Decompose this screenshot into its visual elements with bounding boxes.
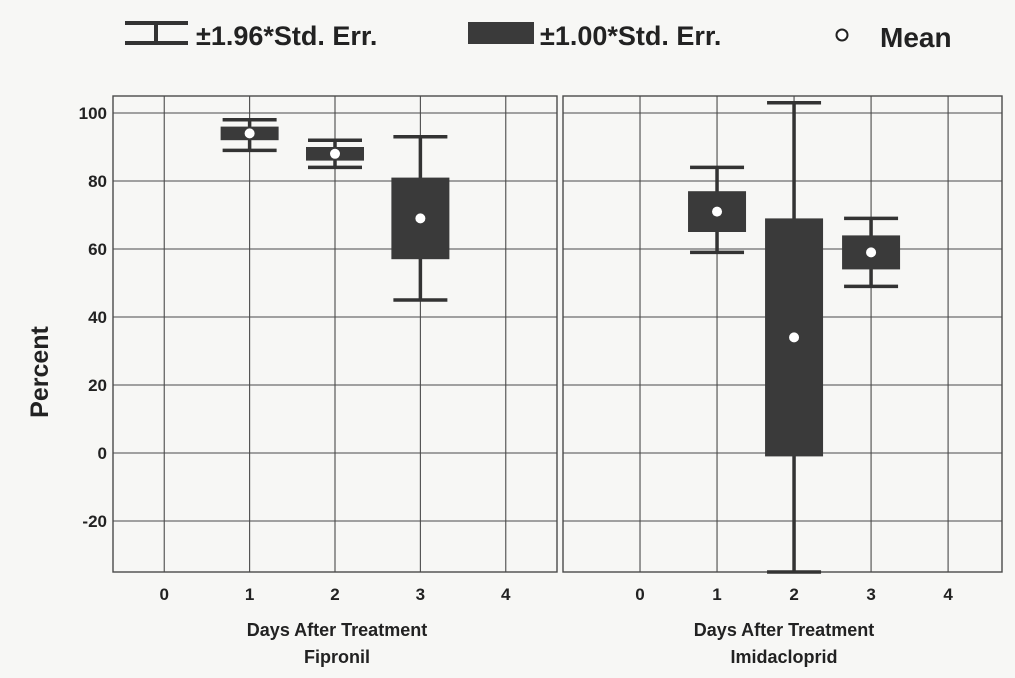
legend-box-label: ±1.00*Std. Err. [540,21,721,51]
legend-mean-marker [835,28,849,42]
group-label-imidacloprid: Imidacloprid [730,647,837,667]
x-tick-label: 2 [330,585,339,604]
legend: ±1.96*Std. Err. ±1.00*Std. Err. Mean [125,21,952,53]
legend-box-swatch [468,22,534,44]
legend-mean-label: Mean [880,22,952,53]
x-tick-label: 4 [501,585,511,604]
x-tick-label: 3 [866,585,875,604]
group-label-fipronil: Fipronil [304,647,370,667]
mean-marker [866,247,877,258]
legend-whisker-swatch [125,21,188,45]
y-tick-label: -20 [82,512,107,531]
y-tick-label: 80 [88,172,107,191]
x-tick-label: 2 [789,585,798,604]
mean-marker [330,148,340,159]
y-tick-label: 100 [79,104,107,123]
y-tick-label: 40 [88,308,107,327]
panel-fipronil: 0 1 2 3 4 [112,95,558,604]
mean-marker [712,206,723,217]
x-axis-title-imidacloprid: Days After Treatment [694,620,874,640]
y-tick-labels: 100 80 60 40 20 0 -20 [79,104,107,531]
mean-marker [415,213,426,224]
x-tick-label: 0 [159,585,168,604]
y-axis-title: Percent [26,325,54,417]
x-tick-label: 0 [635,585,644,604]
x-tick-label: 1 [712,585,721,604]
mean-marker [244,128,255,139]
y-tick-label: 60 [88,240,107,259]
y-tick-label: 20 [88,376,107,395]
x-tick-label: 4 [943,585,953,604]
legend-whisker-label: ±1.96*Std. Err. [196,21,377,51]
mean-marker [789,332,800,343]
x-axis-title-fipronil: Days After Treatment [247,620,427,640]
y-tick-label: 0 [98,444,107,463]
x-tick-label: 3 [416,585,425,604]
panel-imidacloprid: 0 1 2 3 4 [562,95,1003,604]
x-tick-label: 1 [245,585,254,604]
